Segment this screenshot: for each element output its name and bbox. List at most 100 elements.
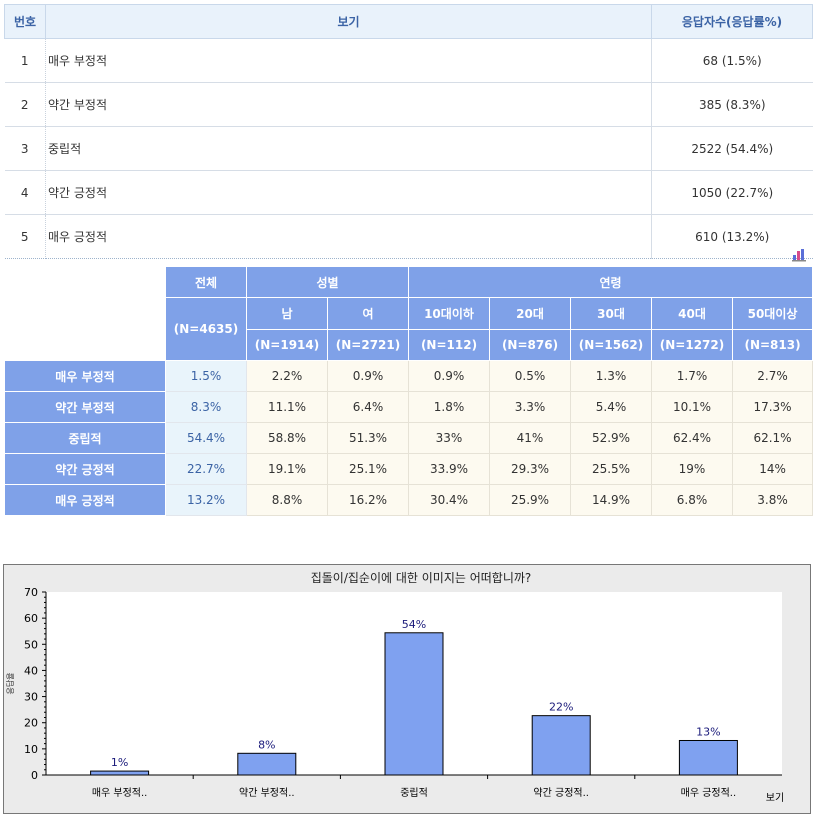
crosstab-row-label: 매우 긍정적 [4, 484, 166, 516]
header-col-male: 남 [246, 297, 328, 330]
y-tick-label: 20 [24, 717, 38, 730]
crosstab-cell: 1.7% [651, 360, 733, 392]
crosstab-row-label: 약간 부정적 [4, 391, 166, 423]
header-n-30s: (N=1562) [570, 329, 652, 361]
row-label: 중립적 [45, 126, 652, 171]
crosstab-table: 전체 성별 연령 (N=4635) 남 여 10대이하 20대 30대 40대 … [4, 266, 814, 516]
bar-data-label: 8% [258, 738, 275, 751]
crosstab-cell: 6.4% [327, 391, 409, 423]
header-n-20s: (N=876) [489, 329, 571, 361]
crosstab-total-cell: 8.3% [165, 391, 247, 423]
crosstab-cell: 29.3% [489, 453, 571, 485]
y-tick-label: 40 [24, 664, 38, 677]
crosstab-cell: 2.2% [246, 360, 328, 392]
crosstab-cell: 16.2% [327, 484, 409, 516]
chart-title: 집돌이/집순이에 대한 이미지는 어떠합니까? [311, 571, 532, 585]
crosstab-cell: 1.3% [570, 360, 652, 392]
table-row: 1 매우 부정적 68 (1.5%) [4, 38, 813, 83]
crosstab-cell: 10.1% [651, 391, 733, 423]
x-tick-label: 약간 부정적.. [239, 787, 295, 799]
bar-data-label: 1% [111, 756, 128, 769]
header-label: 보기 [45, 4, 652, 39]
crosstab-cell: 14% [731, 453, 814, 485]
y-tick-label: 30 [24, 691, 38, 704]
bar-chart-svg: 집돌이/집순이에 대한 이미지는 어떠합니까? 0 10 20 30 40 50 60 70 응… [5, 571, 784, 804]
crosstab-row: 약간 부정적 8.3% 11.1% 6.4% 1.8% 3.3% 5.4% 10… [4, 391, 814, 423]
header-n-teens: (N=112) [408, 329, 490, 361]
crosstab-total-cell: 13.2% [165, 484, 247, 516]
crosstab-cell: 25.5% [570, 453, 652, 485]
x-tick-label: 약간 긍정적.. [533, 787, 589, 799]
header-n-female: (N=2721) [327, 329, 409, 361]
crosstab-cell: 8.8% [246, 484, 328, 516]
crosstab-total-cell: 1.5% [165, 360, 247, 392]
y-tick-label: 50 [24, 638, 38, 651]
header-col-female: 여 [327, 297, 409, 330]
bar [531, 715, 591, 776]
row-value: 610 (13.2%) [651, 214, 813, 259]
crosstab-cell: 25.9% [489, 484, 571, 516]
crosstab-row: 약간 긍정적 22.7% 19.1% 25.1% 33.9% 29.3% 25.… [4, 453, 814, 485]
crosstab-cell: 19% [651, 453, 733, 485]
answer-table: 번호 보기 응답자수(응답률%) 1 매우 부정적 68 (1.5%) 2 약간… [4, 4, 813, 259]
bar-data-label: 13% [696, 725, 720, 738]
header-total-n: (N=4635) [165, 297, 247, 361]
crosstab-total-cell: 22.7% [165, 453, 247, 485]
crosstab-cell: 19.1% [246, 453, 328, 485]
table-row: 2 약간 부정적 385 (8.3%) [4, 82, 813, 127]
crosstab-cell: 0.9% [327, 360, 409, 392]
crosstab-corner [4, 266, 166, 361]
header-value: 응답자수(응답률%) [651, 4, 813, 39]
crosstab-cell: 62.4% [651, 422, 733, 454]
x-tick-label: 매우 긍정적.. [681, 787, 737, 799]
crosstab-row: 매우 부정적 1.5% 2.2% 0.9% 0.9% 0.5% 1.3% 1.7… [4, 360, 814, 392]
header-age: 연령 [407, 266, 814, 298]
bar-chart: 집돌이/집순이에 대한 이미지는 어떠합니까? 0 10 20 30 40 50 60 70 응… [3, 564, 811, 814]
crosstab-cell: 1.8% [408, 391, 490, 423]
header-col-teens: 10대이하 [408, 297, 490, 330]
crosstab-cell: 3.8% [731, 484, 814, 516]
row-no: 5 [4, 214, 46, 259]
bar-chart-icon[interactable] [791, 248, 807, 262]
header-col-50s: 50대이상 [731, 297, 814, 330]
header-n-male: (N=1914) [246, 329, 328, 361]
bar [384, 632, 444, 776]
y-tick-label: 0 [31, 769, 38, 782]
header-no: 번호 [4, 4, 46, 39]
y-tick-label: 10 [24, 743, 38, 756]
row-no: 4 [4, 170, 46, 215]
x-tick-label: 중립적 [400, 786, 428, 799]
table-row: 5 매우 긍정적 610 (13.2%) [4, 214, 813, 259]
row-no: 2 [4, 82, 46, 127]
crosstab-cell: 51.3% [327, 422, 409, 454]
header-col-30s: 30대 [570, 297, 652, 330]
header-gender: 성별 [246, 266, 409, 298]
crosstab-cell: 33.9% [408, 453, 490, 485]
bar [237, 752, 297, 776]
y-axis-label: 응답율 [5, 672, 15, 694]
crosstab-cell: 30.4% [408, 484, 490, 516]
bar [678, 739, 738, 776]
y-tick-label: 60 [24, 612, 38, 625]
crosstab-cell: 62.1% [731, 422, 814, 454]
row-label: 약간 긍정적 [45, 170, 652, 215]
crosstab-row-label: 중립적 [4, 422, 166, 454]
header-n-40s: (N=1272) [651, 329, 733, 361]
row-value: 2522 (54.4%) [651, 126, 813, 171]
x-tick-label: 매우 부정적.. [92, 787, 148, 799]
bar-data-label: 22% [549, 701, 573, 714]
crosstab-cell: 11.1% [246, 391, 328, 423]
crosstab-row: 매우 긍정적 13.2% 8.8% 16.2% 30.4% 25.9% 14.9… [4, 484, 814, 516]
header-n-50s: (N=813) [731, 329, 814, 361]
row-no: 3 [4, 126, 46, 171]
table-row: 3 중립적 2522 (54.4%) [4, 126, 813, 171]
bar-data-label: 54% [402, 618, 426, 631]
row-label: 매우 부정적 [45, 38, 652, 83]
answer-table-header: 번호 보기 응답자수(응답률%) [4, 4, 813, 39]
table-row: 4 약간 긍정적 1050 (22.7%) [4, 170, 813, 215]
crosstab-row-label: 약간 긍정적 [4, 453, 166, 485]
crosstab-cell: 58.8% [246, 422, 328, 454]
bar [90, 770, 150, 776]
header-col-20s: 20대 [489, 297, 571, 330]
crosstab-row: 중립적 54.4% 58.8% 51.3% 33% 41% 52.9% 62.4… [4, 422, 814, 454]
